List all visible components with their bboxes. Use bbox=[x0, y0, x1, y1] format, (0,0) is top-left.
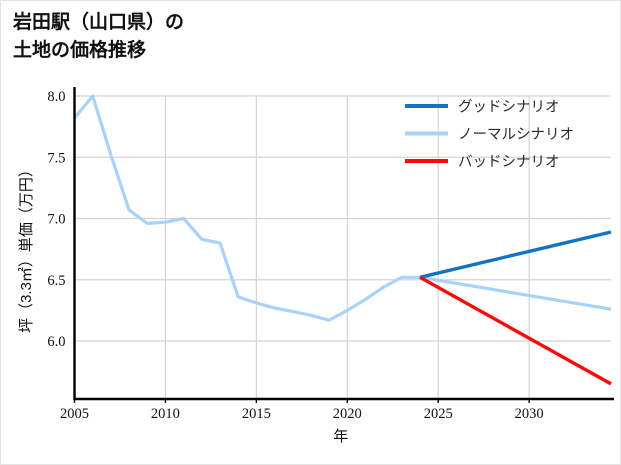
gridlines bbox=[73, 95, 611, 399]
legend-label-0: グッドシナリオ bbox=[458, 99, 560, 116]
x-tick-label: 2015 bbox=[242, 406, 271, 422]
x-tick-label: 2010 bbox=[151, 406, 180, 422]
x-tick-label: 2005 bbox=[60, 406, 89, 422]
x-axis-title: 年 bbox=[333, 428, 348, 445]
legend-label-2: バッドシナリオ bbox=[458, 155, 560, 171]
x-tick-labels: 2005 2010 2015 2020 2025 2030 bbox=[60, 406, 544, 422]
y-tick-label: 7.5 bbox=[47, 150, 65, 166]
y-tick-label: 8.0 bbox=[47, 89, 65, 105]
y-tick-label: 7.0 bbox=[47, 212, 65, 228]
x-tick-label: 2025 bbox=[424, 406, 453, 422]
x-tick-label: 2030 bbox=[515, 406, 544, 422]
y-axis-title: 坪（3.3㎡）単価（万円） bbox=[18, 162, 35, 333]
legend-label-1: ノーマルシナリオ bbox=[458, 127, 574, 143]
x-tick-label: 2020 bbox=[333, 406, 362, 422]
y-tick-label: 6.0 bbox=[47, 334, 65, 350]
y-tick-label: 6.5 bbox=[47, 273, 65, 289]
axis-lines bbox=[73, 87, 614, 403]
series-line-バッドシナリオ bbox=[419, 275, 612, 386]
y-tick-labels: 6.0 6.5 7.0 7.5 8.0 bbox=[47, 89, 65, 350]
series-layer bbox=[73, 94, 612, 386]
chart-title: 岩田駅（山口県）の 土地の価格推移 bbox=[13, 12, 185, 61]
series-line-ノーマルシナリオ bbox=[73, 94, 612, 322]
axis-titles: 年 坪（3.3㎡）単価（万円） bbox=[18, 162, 348, 445]
series-line-グッドシナリオ bbox=[419, 230, 612, 279]
